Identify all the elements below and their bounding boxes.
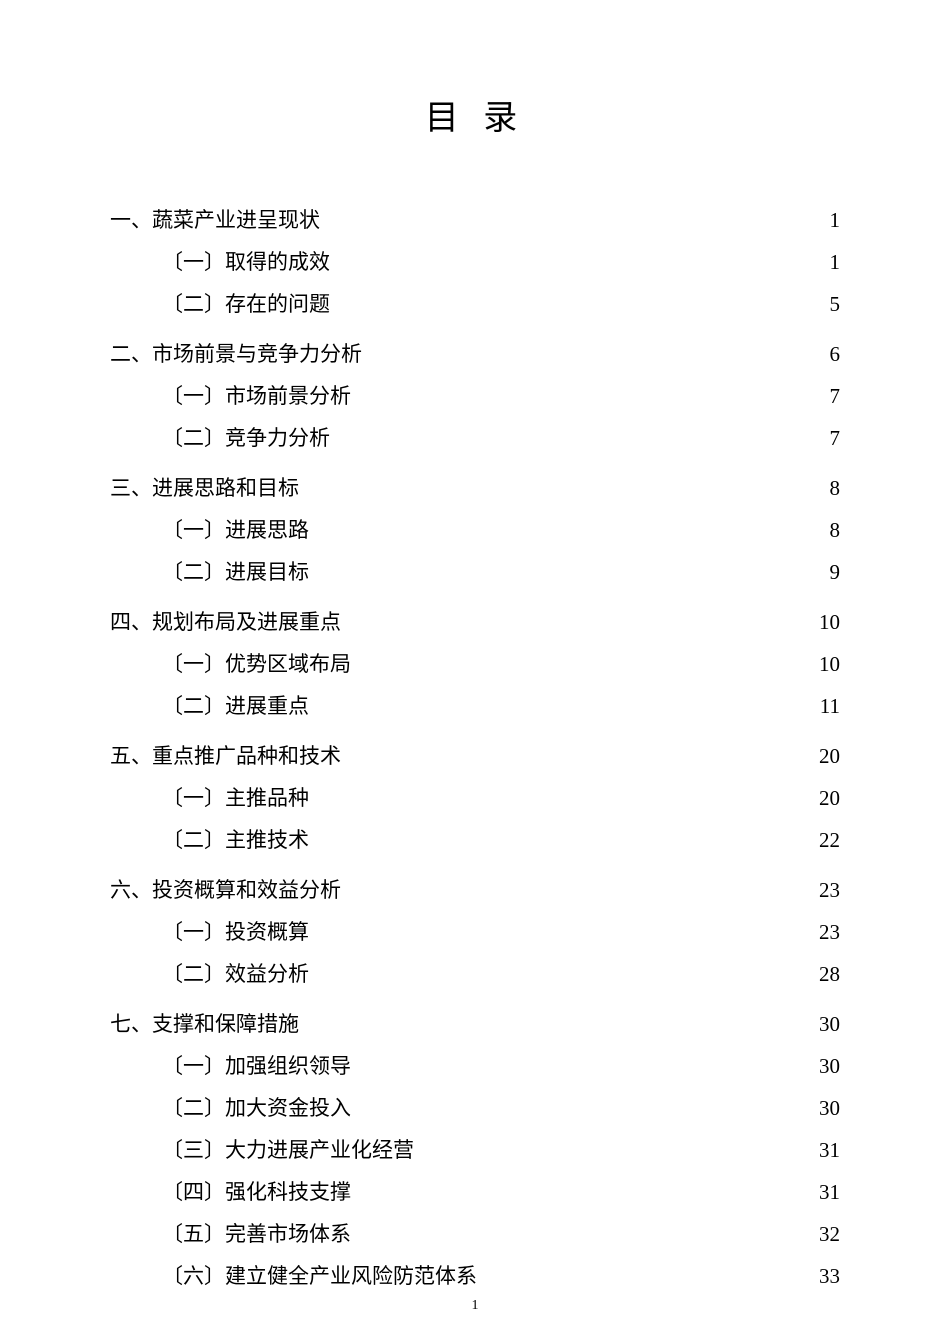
toc-entry-page: 30: [816, 1045, 840, 1087]
toc-entry-label: 〔一〕进展思路: [162, 509, 309, 551]
toc-section: 六、投资概算和效益分析 23 〔一〕投资概算 23 〔二〕效益分析 28: [110, 869, 840, 995]
toc-entry-page: 20: [816, 777, 840, 819]
toc-entry-level1: 三、进展思路和目标 8: [110, 467, 840, 509]
toc-entry-level2: 〔二〕进展重点 11: [162, 685, 840, 727]
toc-entry-level1: 一、蔬菜产业进呈现状 1: [110, 199, 840, 241]
toc-entry-page: 23: [816, 911, 840, 953]
toc-entry-level1: 六、投资概算和效益分析 23: [110, 869, 840, 911]
toc-entry-page: 7: [816, 417, 840, 459]
toc-entry-label: 〔一〕优势区域布局: [162, 643, 351, 685]
toc-container: 一、蔬菜产业进呈现状 1 〔一〕取得的成效 1 〔二〕存在的问题 5 二、市场前景与竞争力分…: [110, 199, 840, 1297]
toc-entry-page: 10: [816, 643, 840, 685]
toc-entry-page: 22: [816, 819, 840, 861]
toc-entry-level2: 〔一〕主推品种 20: [162, 777, 840, 819]
toc-entry-label: 一、蔬菜产业进呈现状: [110, 199, 320, 241]
toc-entry-page: 7: [816, 375, 840, 417]
toc-entry-level2: 〔三〕大力进展产业化经营 31: [162, 1129, 840, 1171]
toc-entry-level2: 〔二〕存在的问题 5: [162, 283, 840, 325]
toc-entry-page: 30: [816, 1003, 840, 1045]
toc-entry-page: 33: [816, 1255, 840, 1297]
toc-entry-label: 〔一〕投资概算: [162, 911, 309, 953]
toc-entry-level2: 〔一〕投资概算 23: [162, 911, 840, 953]
toc-entry-page: 1: [816, 199, 840, 241]
page-number: 1: [0, 1298, 950, 1314]
toc-entry-page: 8: [816, 509, 840, 551]
toc-entry-level2: 〔二〕效益分析 28: [162, 953, 840, 995]
toc-entry-label: 〔五〕完善市场体系: [162, 1213, 351, 1255]
toc-entry-label: 五、重点推广品种和技术: [110, 735, 341, 777]
toc-section: 五、重点推广品种和技术 20 〔一〕主推品种 20 〔二〕主推技术 22: [110, 735, 840, 861]
toc-entry-label: 〔二〕存在的问题: [162, 283, 330, 325]
toc-entry-level2: 〔二〕进展目标 9: [162, 551, 840, 593]
toc-entry-level2: 〔一〕市场前景分析 7: [162, 375, 840, 417]
toc-entry-level2: 〔二〕主推技术 22: [162, 819, 840, 861]
toc-entry-page: 28: [816, 953, 840, 995]
toc-entry-page: 30: [816, 1087, 840, 1129]
toc-entry-label: 四、规划布局及进展重点: [110, 601, 341, 643]
toc-entry-label: 〔一〕主推品种: [162, 777, 309, 819]
toc-entry-page: 6: [816, 333, 840, 375]
toc-entry-page: 31: [816, 1171, 840, 1213]
toc-entry-label: 〔二〕效益分析: [162, 953, 309, 995]
toc-entry-page: 1: [816, 241, 840, 283]
toc-entry-page: 9: [816, 551, 840, 593]
toc-entry-page: 20: [816, 735, 840, 777]
toc-entry-page: 8: [816, 467, 840, 509]
toc-entry-label: 〔二〕竞争力分析: [162, 417, 330, 459]
toc-entry-label: 七、支撑和保障措施: [110, 1003, 299, 1045]
toc-entry-level2: 〔四〕强化科技支撑 31: [162, 1171, 840, 1213]
toc-entry-level2: 〔一〕进展思路 8: [162, 509, 840, 551]
toc-section: 一、蔬菜产业进呈现状 1 〔一〕取得的成效 1 〔二〕存在的问题 5: [110, 199, 840, 325]
toc-entry-level1: 五、重点推广品种和技术 20: [110, 735, 840, 777]
toc-entry-page: 32: [816, 1213, 840, 1255]
toc-entry-label: 〔二〕主推技术: [162, 819, 309, 861]
toc-section: 三、进展思路和目标 8 〔一〕进展思路 8 〔二〕进展目标 9: [110, 467, 840, 593]
toc-entry-label: 〔一〕取得的成效: [162, 241, 330, 283]
toc-entry-level2: 〔一〕优势区域布局 10: [162, 643, 840, 685]
toc-entry-level2: 〔一〕加强组织领导 30: [162, 1045, 840, 1087]
toc-entry-label: 〔四〕强化科技支撑: [162, 1171, 351, 1213]
toc-entry-page: 11: [816, 685, 840, 727]
toc-section: 四、规划布局及进展重点 10 〔一〕优势区域布局 10 〔二〕进展重点 11: [110, 601, 840, 727]
toc-entry-level2: 〔二〕加大资金投入 30: [162, 1087, 840, 1129]
toc-entry-label: 三、进展思路和目标: [110, 467, 299, 509]
toc-section: 七、支撑和保障措施30〔一〕加强组织领导30〔二〕加大资金投入30〔三〕大力进展…: [110, 1003, 840, 1297]
toc-title: 目 录: [110, 90, 840, 139]
toc-entry-label: 〔二〕进展重点: [162, 685, 309, 727]
toc-entry-page: 23: [816, 869, 840, 911]
toc-entry-level2: 〔六〕建立健全产业风险防范体系 33: [162, 1255, 840, 1297]
toc-entry-label: 〔二〕进展目标: [162, 551, 309, 593]
toc-entry-label: 〔一〕加强组织领导: [162, 1045, 351, 1087]
toc-entry-page: 10: [816, 601, 840, 643]
toc-entry-level1: 二、市场前景与竞争力分析 6: [110, 333, 840, 375]
toc-entry-label: 〔三〕大力进展产业化经营: [162, 1129, 414, 1171]
toc-entry-label: 二、市场前景与竞争力分析: [110, 333, 362, 375]
toc-entry-label: 〔一〕市场前景分析: [162, 375, 351, 417]
toc-entry-level2: 〔二〕竞争力分析 7: [162, 417, 840, 459]
toc-section: 二、市场前景与竞争力分析 6 〔一〕市场前景分析 7 〔二〕竞争力分析 7: [110, 333, 840, 459]
toc-entry-label: 六、投资概算和效益分析: [110, 869, 341, 911]
toc-entry-page: 31: [816, 1129, 840, 1171]
toc-entry-label: 〔六〕建立健全产业风险防范体系: [162, 1255, 477, 1297]
toc-entry-level2: 〔五〕完善市场体系 32: [162, 1213, 840, 1255]
toc-entry-level1: 七、支撑和保障措施 30: [110, 1003, 840, 1045]
toc-entry-level1: 四、规划布局及进展重点 10: [110, 601, 840, 643]
toc-entry-page: 5: [816, 283, 840, 325]
toc-entry-label: 〔二〕加大资金投入: [162, 1087, 351, 1129]
toc-entry-level2: 〔一〕取得的成效 1: [162, 241, 840, 283]
